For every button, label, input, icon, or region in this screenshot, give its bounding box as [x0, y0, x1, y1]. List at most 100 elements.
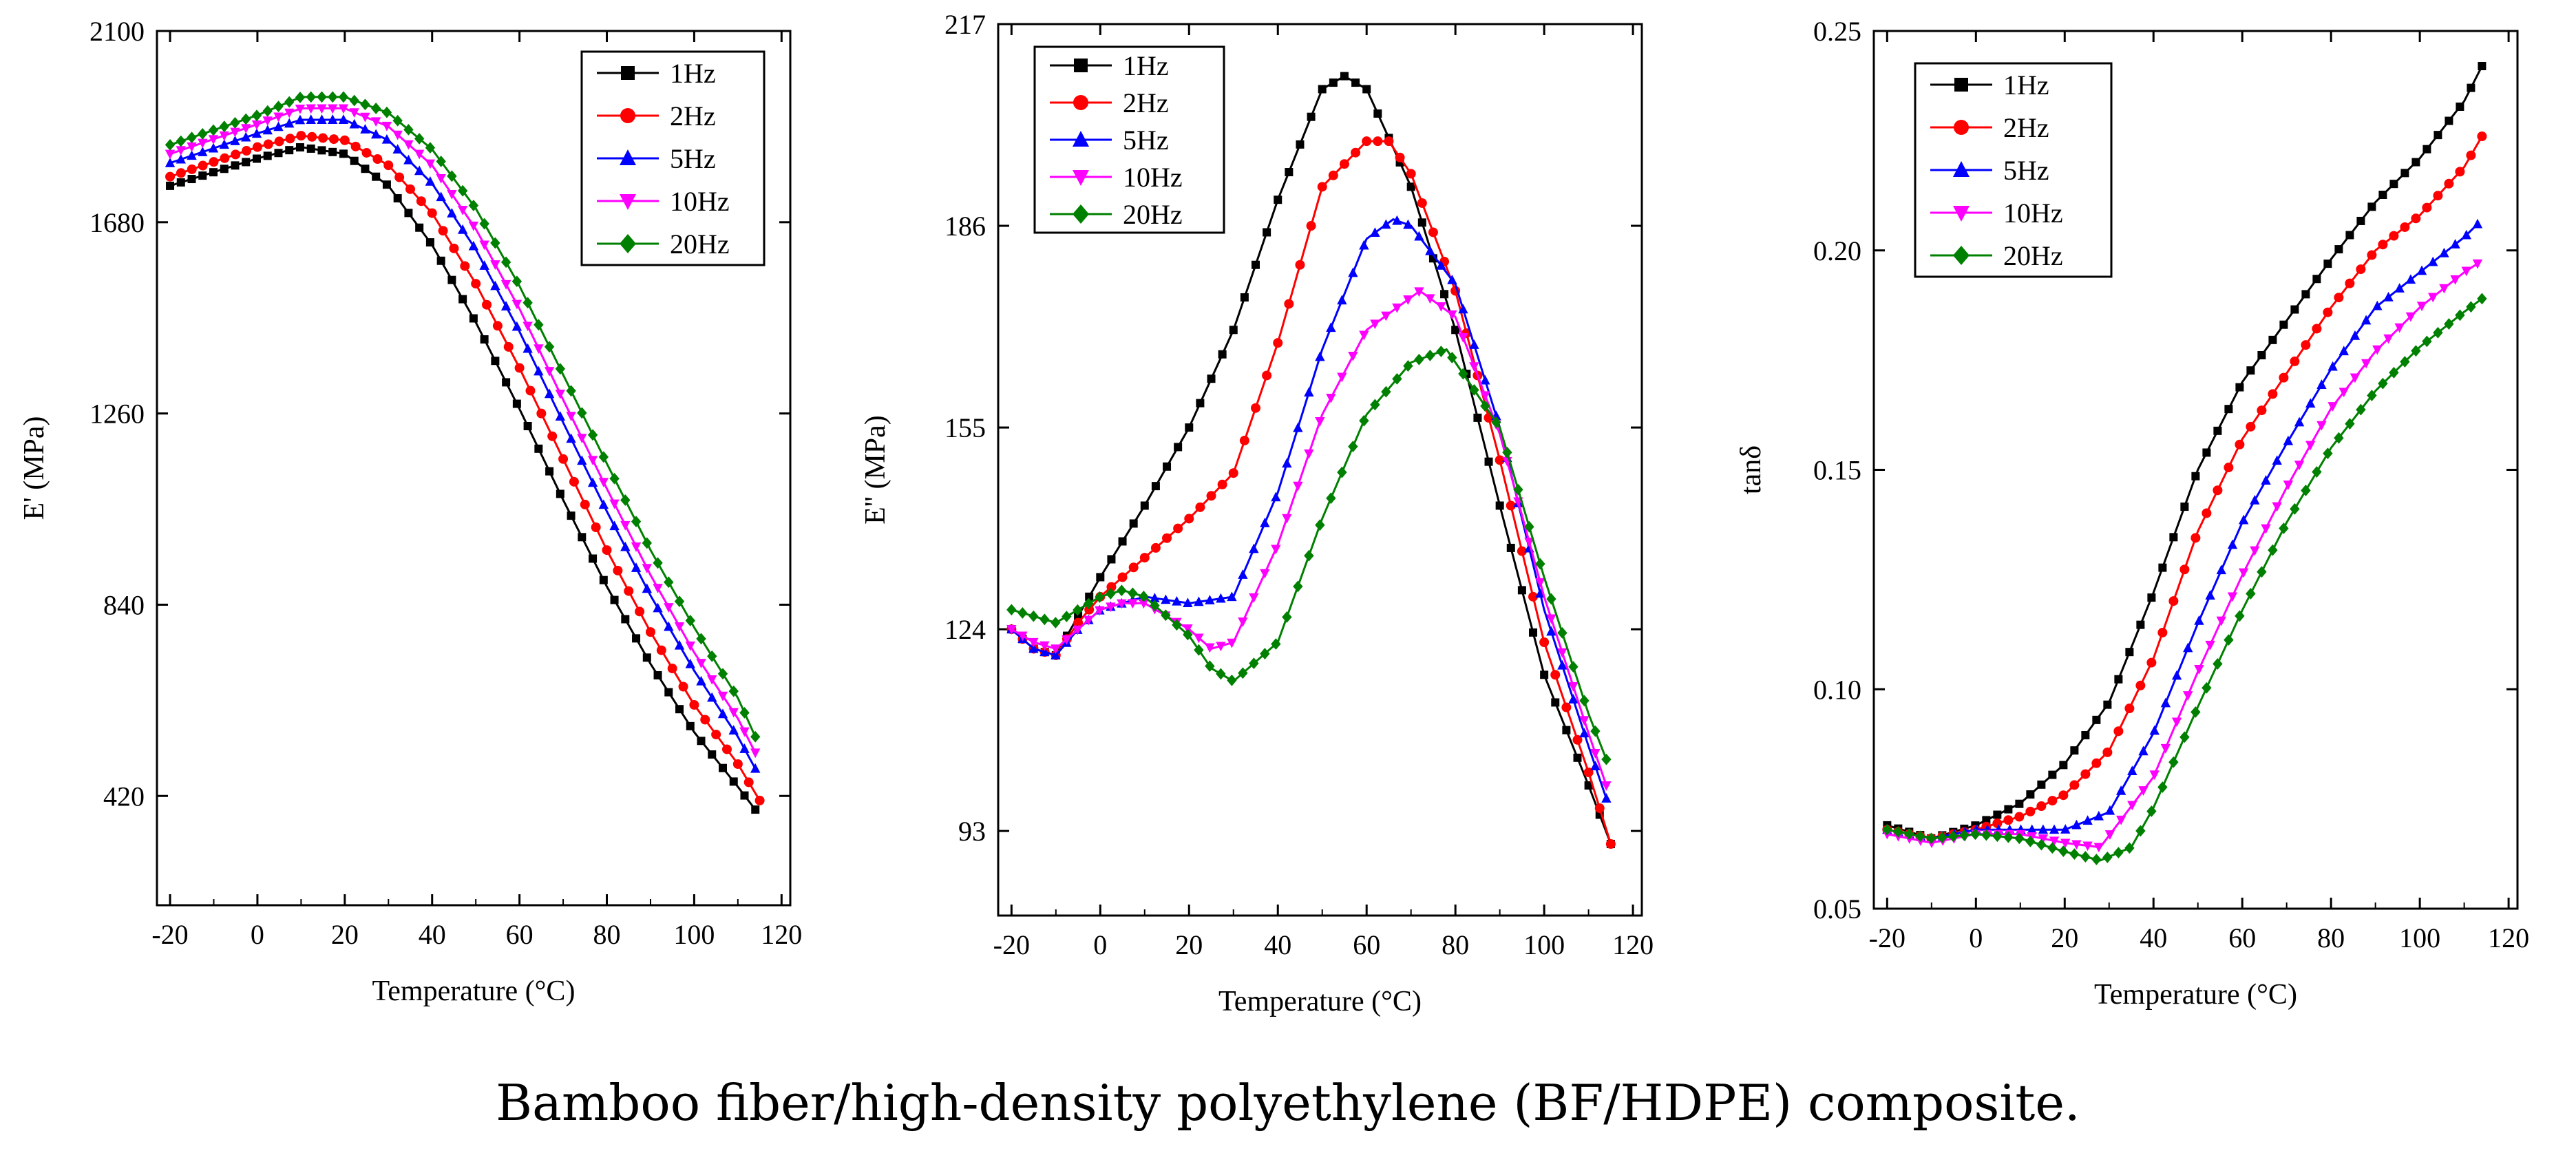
data-point: [1028, 643, 1039, 653]
data-point: [2015, 799, 2024, 808]
legend-label: 10Hz: [670, 186, 730, 217]
data-point: [2312, 466, 2322, 478]
data-point: [591, 522, 601, 532]
data-point: [242, 146, 252, 156]
data-point: [1195, 502, 1205, 512]
data-point: [2157, 627, 2168, 637]
legend-label: 5Hz: [1123, 125, 1169, 156]
data-point: [2093, 810, 2104, 821]
data-point: [1260, 569, 1270, 579]
data-point: [1051, 649, 1061, 659]
data-point: [1218, 350, 1227, 359]
data-point: [1039, 613, 1050, 626]
data-point: [707, 692, 717, 702]
data-point: [1128, 599, 1138, 609]
data-point: [1073, 604, 1083, 616]
data-point: [1351, 147, 1361, 158]
data-point: [165, 171, 176, 182]
data-point: [209, 157, 219, 167]
data-point: [381, 134, 392, 144]
data-point: [306, 114, 316, 124]
y-tick-label: 0.20: [1813, 235, 1861, 266]
data-point: [624, 586, 634, 596]
legend: 1Hz 2Hz 5Hz 10Hz 20Hz: [1033, 45, 1225, 234]
data-point: [416, 196, 426, 207]
data-point: [1451, 326, 1460, 335]
data-point: [2104, 830, 2115, 840]
data-point: [2227, 592, 2238, 602]
legend-marker: [620, 194, 636, 210]
data-point: [1506, 500, 1516, 511]
data-point: [296, 131, 306, 141]
data-point: [350, 156, 359, 165]
data-point: [2238, 514, 2249, 525]
data-point: [457, 184, 468, 197]
data-point: [2478, 62, 2487, 70]
data-point: [609, 520, 620, 531]
data-point: [686, 721, 695, 730]
data-point: [2149, 770, 2160, 781]
data-point: [2250, 494, 2260, 505]
data-point: [427, 208, 437, 218]
data-point: [231, 161, 240, 170]
data-point: [306, 91, 316, 103]
data-point: [2334, 245, 2343, 254]
data-point: [2400, 169, 2409, 178]
data-point: [479, 240, 489, 251]
y-tick-label: 1680: [89, 207, 145, 238]
x-axis-label: Temperature (°C): [372, 975, 576, 1007]
data-point: [555, 363, 566, 375]
data-point: [1095, 591, 1105, 603]
data-point: [1196, 399, 1205, 408]
data-point: [349, 118, 359, 129]
data-point: [2400, 356, 2410, 368]
data-point: [1329, 78, 1338, 87]
data-point: [602, 545, 612, 556]
data-point: [1328, 170, 1338, 180]
data-point: [1517, 546, 1527, 556]
data-point: [1480, 374, 1490, 385]
data-point: [208, 135, 219, 145]
data-point: [2367, 250, 2377, 260]
data-point: [522, 321, 533, 332]
data-point: [502, 378, 511, 387]
data-point: [512, 399, 521, 408]
data-point: [1139, 599, 1149, 609]
data-point: [338, 114, 349, 124]
data-point: [1317, 182, 1327, 192]
data-point: [2290, 356, 2300, 366]
data-point: [1495, 455, 1505, 465]
data-point: [2400, 222, 2410, 232]
data-point: [231, 149, 241, 160]
data-point: [2323, 307, 2333, 317]
data-point: [1425, 349, 1435, 361]
data-point: [1403, 295, 1413, 305]
legend: 1Hz 2Hz 5Hz 10Hz 20Hz: [580, 50, 766, 266]
data-point: [1062, 635, 1072, 645]
data-point: [381, 106, 392, 118]
data-point: [739, 706, 750, 719]
data-point: [2279, 522, 2289, 534]
data-point: [457, 205, 468, 215]
data-point: [1006, 604, 1017, 616]
data-point: [2069, 848, 2080, 860]
data-point: [750, 763, 761, 773]
data-point: [1993, 810, 2002, 819]
data-point: [2422, 335, 2432, 348]
data-point: [2389, 366, 2399, 379]
data-point: [1948, 830, 1959, 843]
data-point: [1006, 625, 1017, 635]
data-point: [1340, 72, 1349, 81]
data-point: [1414, 287, 1424, 297]
data-point: [2004, 805, 2013, 814]
series-1Hz: [166, 143, 760, 814]
x-tick-label: 120: [2488, 922, 2529, 953]
data-point: [436, 191, 446, 202]
data-point: [674, 640, 685, 650]
data-point: [589, 554, 598, 563]
legend-label: 1Hz: [670, 58, 716, 89]
legend-label: 20Hz: [1123, 199, 1183, 230]
data-point: [547, 431, 558, 441]
data-point: [2455, 167, 2465, 177]
legend: 1Hz 2Hz 5Hz 10Hz 20Hz: [1914, 62, 2113, 278]
